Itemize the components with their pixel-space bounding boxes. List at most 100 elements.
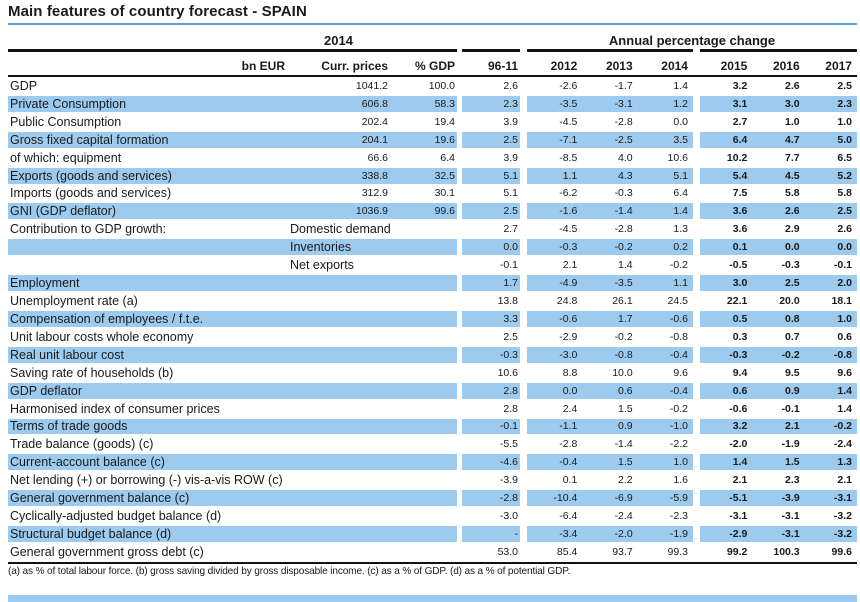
column-header: Curr. prices xyxy=(321,58,388,73)
column-header: 2015 xyxy=(720,58,748,73)
value-cell: -0.2 xyxy=(614,330,633,343)
column-header: 2013 xyxy=(605,58,633,73)
value-cell: 4.5 xyxy=(785,169,800,182)
value-cell: 2.5 xyxy=(785,277,800,290)
value-cell: 5.1 xyxy=(673,169,688,182)
row-label: GNI (GDP deflator) xyxy=(10,204,117,219)
row-label: Harmonised index of consumer prices xyxy=(10,401,220,416)
value-cell: -2.8 xyxy=(559,438,578,451)
value-cell: 2.7 xyxy=(503,223,518,236)
row-label xyxy=(8,239,240,255)
group-header-annual-percentage-change: Annual percentage change xyxy=(608,33,776,48)
row-label: Current-account balance (c) xyxy=(10,455,165,470)
value-cell: -0.6 xyxy=(729,402,748,415)
value-cell: 4.3 xyxy=(618,169,633,182)
value-cell: 9.6 xyxy=(673,366,688,379)
table-row: Harmonised index of consumer prices 2.8 2.… xyxy=(8,400,857,418)
value-cell: 5.8 xyxy=(837,187,852,200)
value-cell: 22.1 xyxy=(726,295,748,308)
value-cell: -10.4 xyxy=(553,492,578,505)
value-cell: 7.5 xyxy=(732,187,748,200)
table-footnote: (a) as % of total labour force. (b) gros… xyxy=(8,566,571,577)
column-header: bn EUR xyxy=(241,58,285,73)
value-cell: -1.7 xyxy=(614,79,633,92)
value-cell: -0.3 xyxy=(781,259,800,272)
value-cell xyxy=(240,311,390,327)
value-cell: -3.0 xyxy=(559,348,578,361)
value-cell xyxy=(390,292,457,310)
value-cell xyxy=(240,400,390,418)
column-header: 2012 xyxy=(550,58,578,73)
value-cell: -4.9 xyxy=(559,277,578,290)
value-cell: 0.9 xyxy=(618,420,633,433)
value-cell: -2.0 xyxy=(729,438,748,451)
row-label: Cyclically-adjusted budget balance (d) xyxy=(10,509,222,524)
row-label: Real unit labour cost xyxy=(10,347,124,362)
row-label: Imports (goods and services) xyxy=(10,186,172,201)
value-cell: 6.5 xyxy=(837,151,852,164)
value-cell: -1.6 xyxy=(559,205,578,218)
value-cell: 3.5 xyxy=(673,133,688,146)
value-cell: 6.4 xyxy=(732,133,748,146)
value-cell xyxy=(240,347,390,363)
value-cell xyxy=(390,419,457,435)
row-label: Unemployment rate (a) xyxy=(10,294,138,309)
value-cell: -0.4 xyxy=(669,348,688,361)
value-cell: 18.1 xyxy=(831,295,852,308)
value-cell: -3.1 xyxy=(614,97,633,110)
value-cell: 0.6 xyxy=(837,330,852,343)
value-cell: -3.1 xyxy=(729,510,748,523)
table-row: Exports (goods and services) 338.8 32.5 5.1… xyxy=(8,166,857,185)
value-cell: 0.0 xyxy=(673,115,688,128)
row-label: Saving rate of households (b) xyxy=(10,365,174,380)
value-cell: 2.6 xyxy=(785,79,800,92)
value-cell: 5.8 xyxy=(785,187,800,200)
value-cell: 3.0 xyxy=(732,277,748,290)
value-cell: -0.2 xyxy=(614,241,633,254)
value-cell: 1.3 xyxy=(837,456,852,469)
value-cell: 0.0 xyxy=(503,241,518,254)
value-cell: -0.1 xyxy=(499,259,518,272)
value-cell xyxy=(240,435,390,453)
value-cell: 3.6 xyxy=(732,205,748,218)
value-cell: -0.4 xyxy=(559,456,578,469)
value-cell: 1.1 xyxy=(673,277,688,290)
value-cell: 2.5 xyxy=(503,133,518,146)
value-cell: -0.6 xyxy=(669,312,688,325)
row-label: Gross fixed capital formation xyxy=(10,132,169,147)
table-row: Trade balance (goods) (c) -5.5 -2.8 -1.4 -2.… xyxy=(8,435,857,453)
table-row: General government gross debt (c) 53.0 85.… xyxy=(8,543,857,561)
value-cell: -4.6 xyxy=(499,456,518,469)
value-cell xyxy=(240,419,390,435)
value-cell xyxy=(390,364,457,382)
value-cell: 2.1 xyxy=(562,259,578,272)
column-header: 96-11 xyxy=(487,58,518,73)
value-cell: -2.8 xyxy=(614,115,633,128)
value-cell: -1.4 xyxy=(614,438,633,451)
value-cell: -2.9 xyxy=(559,330,578,343)
row-sublabel: Net exports xyxy=(290,258,354,273)
row-label: Public Consumption xyxy=(10,114,122,129)
header-spacer xyxy=(8,33,220,48)
row-label: General government balance (c) xyxy=(10,491,190,506)
value-cell: 3.9 xyxy=(503,115,518,128)
row-label: Structural budget balance (d) xyxy=(10,527,172,541)
value-cell: -2.4 xyxy=(614,510,633,523)
value-cell: 338.8 xyxy=(361,169,388,182)
value-cell: 10.6 xyxy=(497,366,518,379)
value-cell: -7.1 xyxy=(559,133,578,146)
table-row: Net lending (+) or borrowing (-) vis-a-v… xyxy=(8,471,857,489)
value-cell: -2.3 xyxy=(669,510,688,523)
value-cell: 0.6 xyxy=(732,384,748,397)
value-cell: -3.9 xyxy=(781,492,800,505)
value-cell: 0.1 xyxy=(732,241,748,254)
value-cell: 100.0 xyxy=(428,79,455,92)
table-row: of which: equipment 66.6 6.4 3.9 -8.5 4.0 10.6… xyxy=(8,149,857,167)
value-cell: -3.0 xyxy=(499,510,518,523)
value-cell: 202.4 xyxy=(361,115,388,128)
value-cell: 1.0 xyxy=(837,312,852,325)
value-cell: 0.0 xyxy=(785,241,800,254)
value-cell: 4.0 xyxy=(618,151,633,164)
column-header: 2016 xyxy=(772,58,800,73)
row-label: Unit labour costs whole economy xyxy=(10,329,194,344)
